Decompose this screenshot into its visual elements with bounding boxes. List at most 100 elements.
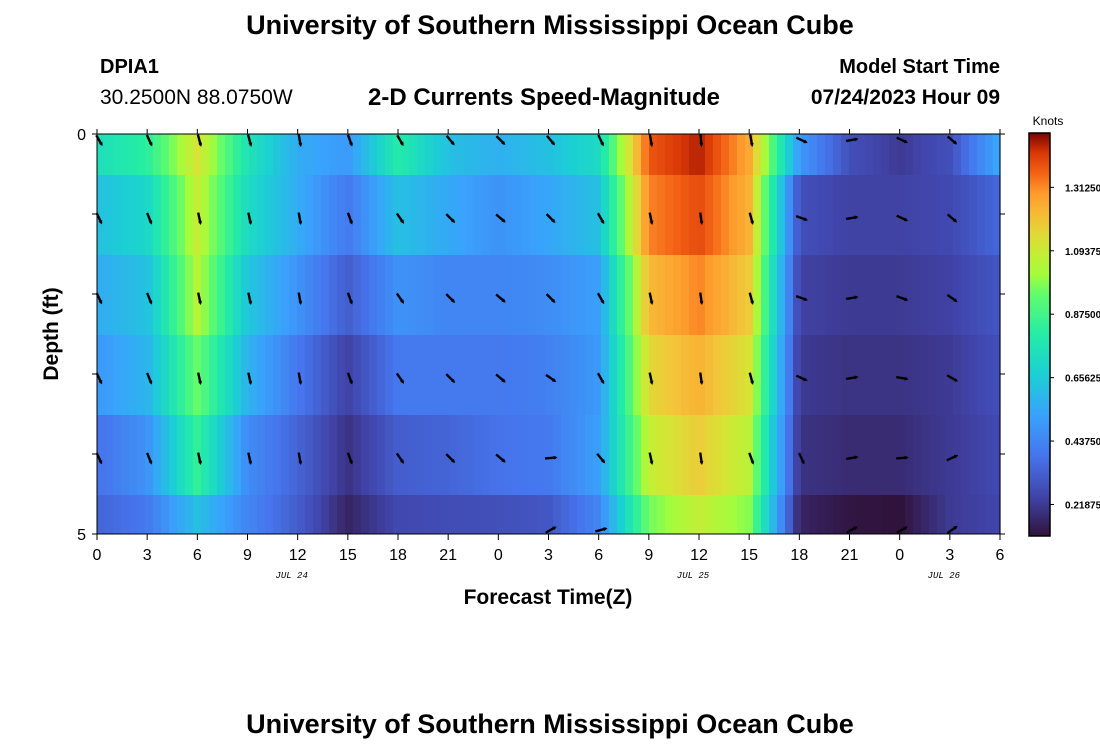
heatmap-cell <box>385 415 394 495</box>
heatmap-cell <box>129 255 138 335</box>
x-tick-label: 0 <box>895 547 904 564</box>
current-arrow <box>896 375 909 381</box>
current-arrow <box>197 452 202 465</box>
heatmap-cell <box>625 495 634 534</box>
heatmap-cell <box>625 134 634 175</box>
heatmap-cell <box>745 134 754 175</box>
heatmap-cell <box>801 255 810 335</box>
heatmap-cell <box>449 255 458 335</box>
heatmap-cell <box>113 415 122 495</box>
heatmap-cell <box>313 175 322 255</box>
heatmap-cell <box>961 415 970 495</box>
heatmap-cell <box>993 495 1001 534</box>
heatmap-cell <box>441 335 450 415</box>
chart-title: University of Southern Mississippi Ocean… <box>246 10 854 40</box>
y-tick-label: 5 <box>77 527 86 544</box>
heatmap-cell <box>857 415 866 495</box>
heatmap-cell <box>281 415 290 495</box>
heatmap-cell <box>633 415 642 495</box>
heatmap-cell <box>345 134 354 175</box>
heatmap-cell <box>817 335 826 415</box>
heatmap-cell <box>521 175 530 255</box>
heatmap-cell <box>673 175 682 255</box>
heatmap-cell <box>657 175 666 255</box>
heatmap-cell <box>425 415 434 495</box>
heatmap-cell <box>689 175 698 255</box>
heatmap-cell <box>329 175 338 255</box>
heatmap-cell <box>705 255 714 335</box>
heatmap-cell <box>217 415 226 495</box>
current-arrow <box>545 526 557 534</box>
current-arrow <box>395 292 405 304</box>
heatmap-cell <box>817 415 826 495</box>
current-arrow <box>346 292 353 305</box>
heatmap-cell <box>137 495 146 534</box>
heatmap-cell <box>865 134 874 175</box>
current-arrow <box>946 374 958 382</box>
heatmap-cell <box>633 255 642 335</box>
heatmap-cell <box>321 415 330 495</box>
heatmap-cell <box>297 134 306 175</box>
heatmap-cell <box>313 495 322 534</box>
current-arrow <box>445 293 456 304</box>
heatmap-cell <box>241 415 250 495</box>
heatmap-cell <box>721 495 730 534</box>
heatmap-cell <box>897 495 906 534</box>
heatmap-cell <box>161 255 170 335</box>
heatmap-cell <box>833 495 842 534</box>
current-arrow <box>597 134 605 147</box>
heatmap-cell <box>313 415 322 495</box>
heatmap-cell <box>569 175 578 255</box>
heatmap-cell <box>185 415 194 495</box>
heatmap-cell <box>841 134 850 175</box>
heatmap-cell <box>777 495 786 534</box>
heatmap-cell <box>705 415 714 495</box>
heatmap-cell <box>409 495 418 534</box>
station-coordinates: 30.2500N 88.0750W <box>100 86 293 109</box>
heatmap-cell <box>785 335 794 415</box>
heatmap-cell <box>753 415 762 495</box>
heatmap-cell <box>873 495 882 534</box>
heatmap-cell <box>505 255 514 335</box>
heatmap-cell <box>297 175 306 255</box>
heatmap-cell <box>473 134 482 175</box>
heatmap-cell <box>841 335 850 415</box>
heatmap-cell <box>105 415 114 495</box>
current-arrow <box>748 452 755 465</box>
heatmap-cell <box>497 495 506 534</box>
heatmap-cell <box>313 335 322 415</box>
heatmap-cell <box>753 335 762 415</box>
heatmap-cell <box>545 495 554 534</box>
heatmap-cell <box>457 495 466 534</box>
heatmap-cell <box>457 335 466 415</box>
heatmap-cell <box>169 335 178 415</box>
heatmap-cell <box>353 415 362 495</box>
heatmap-cell <box>761 175 770 255</box>
current-arrow <box>946 525 958 535</box>
heatmap-cell <box>825 335 834 415</box>
heatmap-cell <box>633 495 642 534</box>
heatmap-cell <box>313 255 322 335</box>
heatmap-cell <box>929 335 938 415</box>
heatmap-cell <box>913 335 922 415</box>
heatmap-cell <box>713 415 722 495</box>
colorbar: Knots 1.31250 1.09375 0.87500 0.65625 0.4375… <box>1028 114 1100 537</box>
heatmap-cell <box>425 175 434 255</box>
heatmap-cell <box>377 335 386 415</box>
heatmap-cell <box>929 134 938 175</box>
heatmap-cell <box>193 175 202 255</box>
heatmap-cell <box>753 255 762 335</box>
heatmap-cell <box>801 335 810 415</box>
heatmap-cell <box>873 175 882 255</box>
heatmap-cell <box>97 335 106 415</box>
current-arrow <box>845 215 859 221</box>
current-arrow <box>896 526 908 534</box>
heatmap-cell <box>585 175 594 255</box>
heatmap-cell <box>609 495 618 534</box>
heatmap-cell <box>305 335 314 415</box>
heatmap-cell <box>961 335 970 415</box>
heatmap-cell <box>409 255 418 335</box>
heatmap-cell <box>561 175 570 255</box>
heatmap-cell <box>889 495 898 534</box>
